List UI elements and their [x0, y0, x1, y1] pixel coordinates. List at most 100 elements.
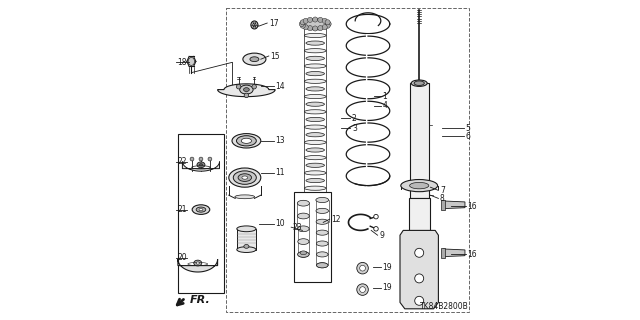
Ellipse shape [251, 21, 258, 29]
Ellipse shape [301, 19, 330, 29]
Bar [294, 192, 332, 282]
Circle shape [303, 25, 308, 30]
Bar [441, 200, 445, 210]
Bar [410, 83, 429, 198]
Circle shape [300, 20, 305, 25]
Ellipse shape [306, 26, 324, 30]
Ellipse shape [316, 241, 328, 246]
Ellipse shape [412, 80, 428, 86]
Ellipse shape [242, 176, 248, 179]
Bar [178, 134, 224, 293]
Ellipse shape [298, 226, 309, 232]
Ellipse shape [197, 162, 205, 168]
Ellipse shape [317, 263, 328, 268]
Ellipse shape [414, 81, 424, 85]
Ellipse shape [235, 195, 255, 199]
Bar [402, 248, 406, 266]
Ellipse shape [316, 219, 328, 224]
Ellipse shape [196, 262, 200, 264]
Text: 7: 7 [440, 186, 445, 195]
Circle shape [244, 93, 249, 98]
Ellipse shape [305, 140, 326, 144]
Ellipse shape [298, 239, 309, 244]
Circle shape [208, 157, 212, 161]
Text: 18: 18 [178, 58, 187, 67]
Ellipse shape [306, 41, 324, 45]
Text: 15: 15 [270, 52, 280, 60]
Circle shape [300, 23, 305, 28]
Ellipse shape [300, 251, 307, 255]
Circle shape [325, 20, 330, 25]
Text: 22: 22 [178, 157, 187, 166]
Text: 19: 19 [383, 263, 392, 272]
Ellipse shape [306, 117, 324, 122]
Circle shape [252, 84, 257, 89]
Circle shape [303, 18, 308, 23]
Ellipse shape [306, 87, 324, 91]
Text: 11: 11 [275, 168, 285, 177]
Ellipse shape [243, 88, 250, 92]
Ellipse shape [298, 213, 309, 219]
Circle shape [322, 18, 327, 23]
Text: 6: 6 [466, 132, 470, 140]
Ellipse shape [305, 156, 326, 160]
Circle shape [326, 21, 332, 27]
Ellipse shape [306, 132, 324, 137]
Polygon shape [182, 162, 220, 171]
Text: 19: 19 [383, 284, 392, 292]
Ellipse shape [194, 260, 202, 266]
Ellipse shape [316, 197, 329, 203]
Ellipse shape [192, 205, 210, 214]
Ellipse shape [305, 125, 326, 129]
Circle shape [312, 17, 317, 22]
Ellipse shape [244, 244, 249, 248]
Circle shape [199, 157, 203, 161]
Text: 12: 12 [332, 215, 340, 224]
Text: 4: 4 [383, 101, 387, 110]
Ellipse shape [229, 168, 261, 187]
Ellipse shape [305, 64, 326, 68]
Bar [433, 248, 436, 266]
Bar [226, 8, 468, 312]
Circle shape [300, 21, 305, 27]
Ellipse shape [317, 252, 328, 257]
Text: FR.: FR. [189, 295, 210, 305]
Circle shape [415, 296, 424, 305]
Circle shape [357, 262, 369, 274]
Ellipse shape [298, 252, 309, 257]
Circle shape [357, 284, 369, 295]
Ellipse shape [298, 252, 309, 257]
Ellipse shape [250, 57, 259, 61]
Text: 5: 5 [466, 124, 470, 132]
Ellipse shape [317, 263, 328, 268]
Bar [441, 248, 445, 258]
Circle shape [312, 26, 317, 31]
Ellipse shape [410, 182, 429, 189]
Ellipse shape [305, 171, 326, 175]
Text: 14: 14 [275, 82, 285, 91]
Circle shape [415, 248, 424, 257]
Bar [409, 198, 430, 307]
Text: 17: 17 [269, 19, 278, 28]
Ellipse shape [237, 226, 256, 232]
Text: 1: 1 [383, 92, 387, 100]
Circle shape [318, 26, 323, 31]
Ellipse shape [306, 163, 324, 167]
Ellipse shape [200, 164, 202, 166]
Text: 2: 2 [352, 114, 356, 123]
Ellipse shape [305, 110, 326, 114]
Text: 9: 9 [380, 231, 384, 240]
Ellipse shape [234, 171, 256, 184]
Circle shape [190, 157, 194, 161]
Circle shape [360, 287, 365, 292]
Ellipse shape [253, 23, 256, 27]
Ellipse shape [306, 179, 324, 183]
Text: 16: 16 [467, 202, 477, 211]
Ellipse shape [306, 102, 324, 106]
Text: 8: 8 [440, 194, 445, 203]
Ellipse shape [238, 174, 252, 181]
Ellipse shape [237, 247, 256, 252]
Ellipse shape [243, 53, 266, 65]
Ellipse shape [305, 94, 326, 99]
Ellipse shape [232, 134, 261, 148]
